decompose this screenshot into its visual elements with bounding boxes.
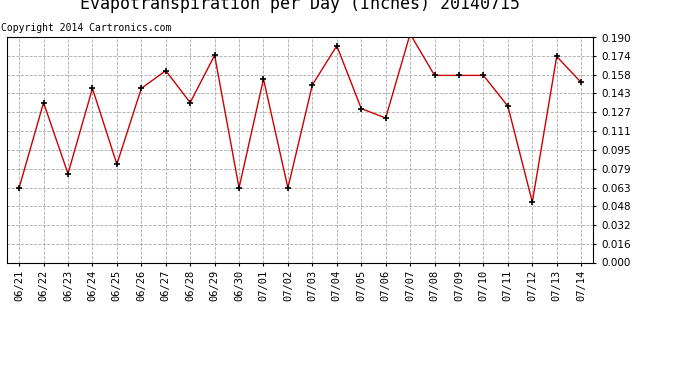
Title: Evapotranspiration per Day (Inches) 20140715: Evapotranspiration per Day (Inches) 2014… [80,0,520,13]
Text: Copyright 2014 Cartronics.com: Copyright 2014 Cartronics.com [1,23,171,33]
